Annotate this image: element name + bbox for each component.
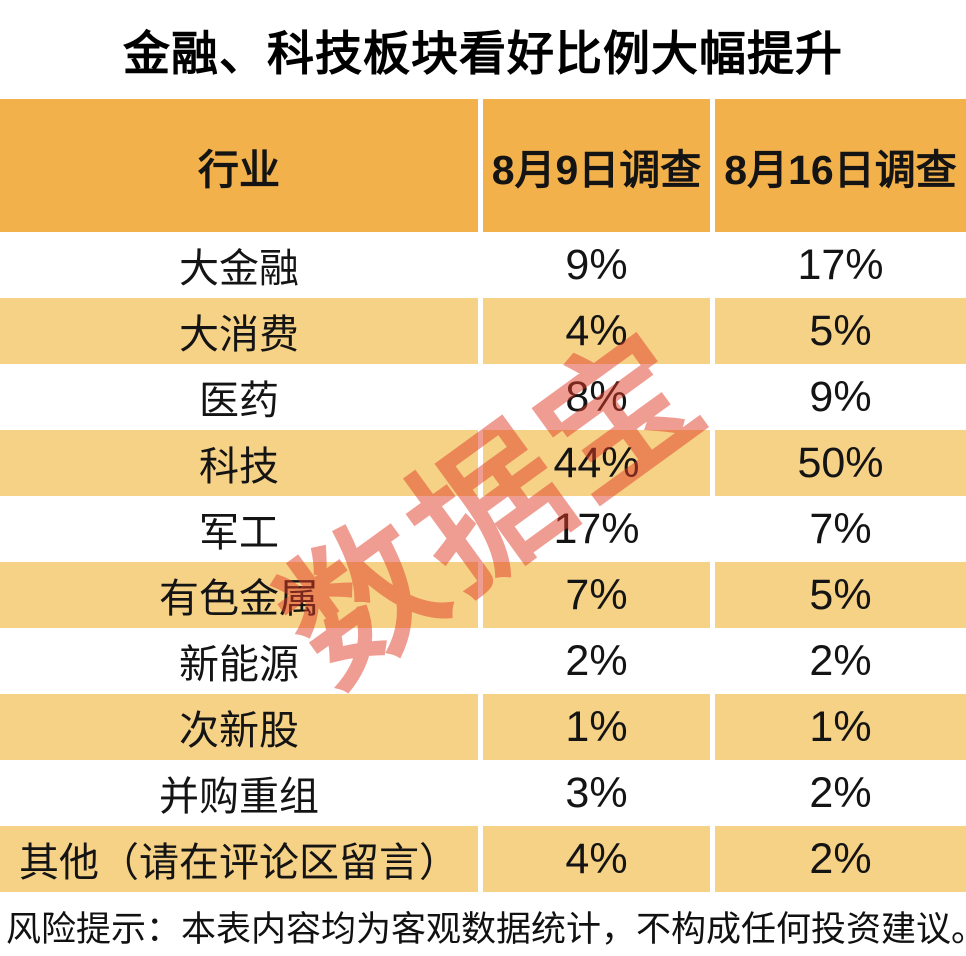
table-header-row: 行业 8月9日调查 8月16日调查	[0, 99, 966, 232]
page-title: 金融、科技板块看好比例大幅提升	[123, 27, 843, 80]
table-row: 大金融 9% 17%	[0, 232, 966, 298]
aug16-value: 2%	[715, 826, 966, 892]
aug9-value: 3%	[483, 760, 710, 826]
header-aug16-survey: 8月16日调查	[715, 99, 966, 232]
aug9-value: 2%	[483, 628, 710, 694]
aug9-value: 4%	[483, 826, 710, 892]
industry-label: 科技	[0, 430, 478, 496]
aug9-value: 44%	[483, 430, 710, 496]
risk-disclaimer: 风险提示：本表内容均为客观数据统计，不构成任何投资建议。	[6, 910, 966, 949]
aug16-value: 2%	[715, 628, 966, 694]
header-industry: 行业	[0, 99, 478, 232]
aug9-value: 7%	[483, 562, 710, 628]
aug16-value: 9%	[715, 364, 966, 430]
industry-label: 有色金属	[0, 562, 478, 628]
survey-table: 行业 8月9日调查 8月16日调查 大金融 9% 17% 大消费 4% 5% 医…	[0, 99, 966, 892]
industry-label: 大消费	[0, 298, 478, 364]
industry-label: 次新股	[0, 694, 478, 760]
aug9-value: 1%	[483, 694, 710, 760]
table-row: 科技 44% 50%	[0, 430, 966, 496]
industry-label: 其他（请在评论区留言）	[0, 826, 478, 892]
aug9-value: 9%	[483, 232, 710, 298]
industry-label: 医药	[0, 364, 478, 430]
aug16-value: 17%	[715, 232, 966, 298]
aug9-value: 17%	[483, 496, 710, 562]
industry-label: 大金融	[0, 232, 478, 298]
header-aug9-survey: 8月9日调查	[483, 99, 710, 232]
table-row: 军工 17% 7%	[0, 496, 966, 562]
table-row: 新能源 2% 2%	[0, 628, 966, 694]
table-row: 其他（请在评论区留言） 4% 2%	[0, 826, 966, 892]
aug16-value: 5%	[715, 562, 966, 628]
aug16-value: 2%	[715, 760, 966, 826]
aug16-value: 5%	[715, 298, 966, 364]
table-row: 次新股 1% 1%	[0, 694, 966, 760]
aug16-value: 50%	[715, 430, 966, 496]
aug9-value: 8%	[483, 364, 710, 430]
table-row: 有色金属 7% 5%	[0, 562, 966, 628]
industry-label: 军工	[0, 496, 478, 562]
table-row: 医药 8% 9%	[0, 364, 966, 430]
aug16-value: 7%	[715, 496, 966, 562]
industry-label: 并购重组	[0, 760, 478, 826]
aug16-value: 1%	[715, 694, 966, 760]
table-row: 大消费 4% 5%	[0, 298, 966, 364]
aug9-value: 4%	[483, 298, 710, 364]
industry-label: 新能源	[0, 628, 478, 694]
table-row: 并购重组 3% 2%	[0, 760, 966, 826]
